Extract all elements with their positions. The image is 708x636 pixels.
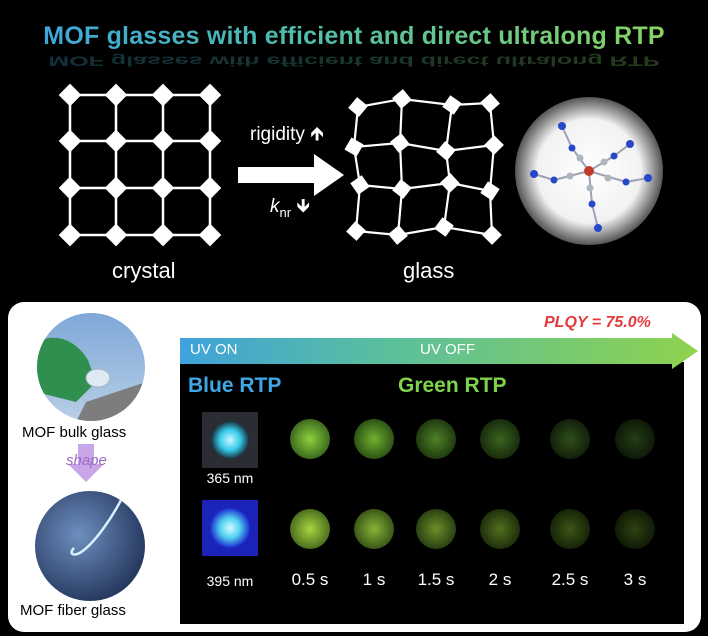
fiber-glass-photo: [35, 491, 145, 601]
bulk-glass-label: MOF bulk glass: [22, 424, 127, 441]
up-arrow-icon: 🡹: [310, 124, 324, 145]
sample-0-5s-row2: [290, 509, 330, 549]
uv-timeline-arrow: [180, 333, 698, 369]
uv-off-label: UV OFF: [420, 341, 475, 358]
sample-1s-row1: [354, 419, 394, 459]
knr-label: knr 🡻: [270, 196, 310, 220]
green-rtp-label: Green RTP: [398, 374, 507, 397]
blue-rtp-label: Blue RTP: [188, 374, 282, 397]
figure-title: MOF glasses with efficient and direct ul…: [0, 22, 708, 51]
sample-2-5s-row1: [550, 419, 590, 459]
sample-1-5s-row2: [416, 509, 456, 549]
green-rtp-samples-row-1: [290, 419, 655, 459]
fiber-glass-label: MOF fiber glass: [20, 602, 126, 619]
green-rtp-samples-row-2: [290, 509, 655, 549]
shape-label: shape: [66, 452, 107, 469]
sample-2s-row1: [480, 419, 520, 459]
crystal-label: crystal: [112, 258, 176, 283]
plqy-label: PLQY = 75.0%: [544, 314, 651, 331]
time-label-1s: 1 s: [362, 570, 386, 589]
time-label-0-5s: 0.5 s: [291, 570, 329, 589]
time-label-2-5s: 2.5 s: [551, 570, 589, 589]
glass-label: glass: [403, 258, 455, 283]
shape-down-arrow-icon: [68, 444, 104, 482]
sample-2-5s-row2: [550, 509, 590, 549]
time-label-1-5s: 1.5 s: [417, 570, 455, 589]
uv-on-label: UV ON: [190, 341, 238, 358]
glass-lattice: [344, 89, 504, 245]
sample-0-5s-row1: [290, 419, 330, 459]
transition-arrow: [238, 154, 344, 196]
time-label-2s: 2 s: [488, 570, 512, 589]
molecule-image: [515, 97, 663, 245]
down-arrow-icon: 🡻: [296, 196, 310, 217]
crystal-lattice: [58, 83, 222, 247]
bulk-glass-photo: [37, 313, 145, 421]
rigidity-label: rigidity 🡹: [250, 124, 324, 145]
figure-title-reflection: MOF glasses with efficient and direct ul…: [0, 53, 708, 68]
sample-3s-row1: [615, 419, 655, 459]
sample-365nm-image: [202, 412, 258, 468]
wavelength-395-label: 395 nm: [206, 573, 254, 589]
sample-395nm-image: [202, 500, 258, 556]
sample-2s-row2: [480, 509, 520, 549]
sample-3s-row2: [615, 509, 655, 549]
sample-1-5s-row1: [416, 419, 456, 459]
sample-1s-row2: [354, 509, 394, 549]
time-label-3s: 3 s: [623, 570, 647, 589]
wavelength-365-label: 365 nm: [206, 470, 254, 486]
rtp-image-grid: [180, 362, 684, 624]
